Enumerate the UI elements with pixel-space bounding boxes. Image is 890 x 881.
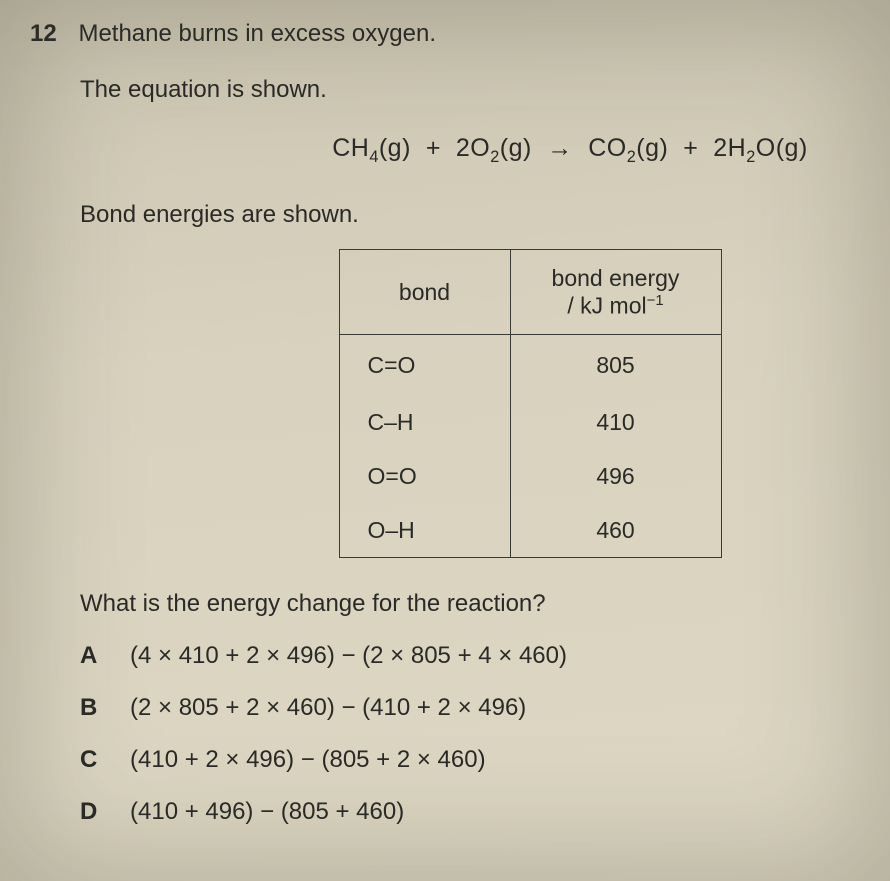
answer-options: A (4 × 410 + 2 × 496) − (2 × 805 + 4 × 4… (80, 642, 850, 826)
cell-bond: C=O (339, 335, 510, 396)
prompt-line-3: Bond energies are shown. (80, 201, 850, 229)
option-c[interactable]: C (410 + 2 × 496) − (805 + 2 × 460) (80, 746, 850, 774)
cell-energy: 805 (510, 335, 721, 396)
reaction-arrow-icon: → (547, 134, 573, 163)
option-b[interactable]: B (2 × 805 + 2 × 460) − (410 + 2 × 496) (80, 694, 850, 722)
cell-energy: 496 (510, 449, 721, 503)
eq-lhs1: CH4(g) (332, 134, 411, 162)
option-letter: A (80, 642, 130, 670)
option-letter: B (80, 694, 130, 722)
prompt-line-1: Methane burns in excess oxygen. (78, 20, 436, 48)
eq-rhs2: 2H2O(g) (713, 134, 808, 162)
eq-rhs1: CO2(g) (588, 134, 668, 162)
cell-bond: O–H (339, 503, 510, 558)
table-row: O=O 496 (339, 449, 721, 503)
prompt-line-2: The equation is shown. (80, 76, 850, 104)
option-expression: (4 × 410 + 2 × 496) − (2 × 805 + 4 × 460… (130, 642, 567, 670)
option-expression: (410 + 2 × 496) − (805 + 2 × 460) (130, 746, 486, 774)
question-header: 12 Methane burns in excess oxygen. (30, 20, 850, 48)
cell-energy: 460 (510, 503, 721, 558)
table-header-row: bond bond energy / kJ mol−1 (339, 250, 721, 335)
col-header-energy: bond energy / kJ mol−1 (510, 250, 721, 335)
table-row: O–H 460 (339, 503, 721, 558)
option-letter: D (80, 798, 130, 826)
exam-page: 12 Methane burns in excess oxygen. The e… (0, 0, 890, 881)
bond-energy-table-wrap: bond bond energy / kJ mol−1 C=O 805 C–H … (210, 249, 850, 558)
eq-plus-2: + (683, 134, 698, 162)
eq-plus-1: + (426, 134, 441, 162)
cell-energy: 410 (510, 395, 721, 449)
table-row: C–H 410 (339, 395, 721, 449)
question-number: 12 (30, 20, 74, 48)
eq-lhs2: 2O2(g) (456, 134, 532, 162)
option-expression: (410 + 496) − (805 + 460) (130, 798, 404, 826)
sub-question: What is the energy change for the reacti… (80, 590, 850, 618)
chemical-equation: CH4(g) + 2O2(g) → CO2(g) + 2H2O(g) (290, 134, 850, 167)
bond-energy-table: bond bond energy / kJ mol−1 C=O 805 C–H … (339, 249, 722, 558)
option-expression: (2 × 805 + 2 × 460) − (410 + 2 × 496) (130, 694, 526, 722)
cell-bond: O=O (339, 449, 510, 503)
table-row: C=O 805 (339, 335, 721, 396)
option-a[interactable]: A (4 × 410 + 2 × 496) − (2 × 805 + 4 × 4… (80, 642, 850, 670)
option-letter: C (80, 746, 130, 774)
col-header-bond: bond (339, 250, 510, 335)
option-d[interactable]: D (410 + 496) − (805 + 460) (80, 798, 850, 826)
cell-bond: C–H (339, 395, 510, 449)
